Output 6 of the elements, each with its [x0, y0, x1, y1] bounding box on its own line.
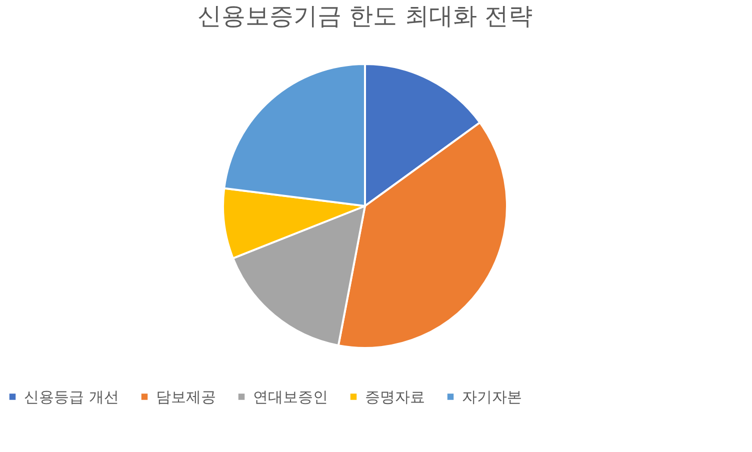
legend-label: 증명자료: [365, 388, 425, 406]
legend-label: 신용등급 개선: [24, 388, 119, 406]
legend-label: 담보제공: [156, 388, 216, 406]
legend-label: 연대보증인: [253, 388, 328, 406]
legend-label: 자기자본: [462, 388, 522, 406]
chart-title: 신용보증기금 한도 최대화 전략: [198, 2, 532, 30]
